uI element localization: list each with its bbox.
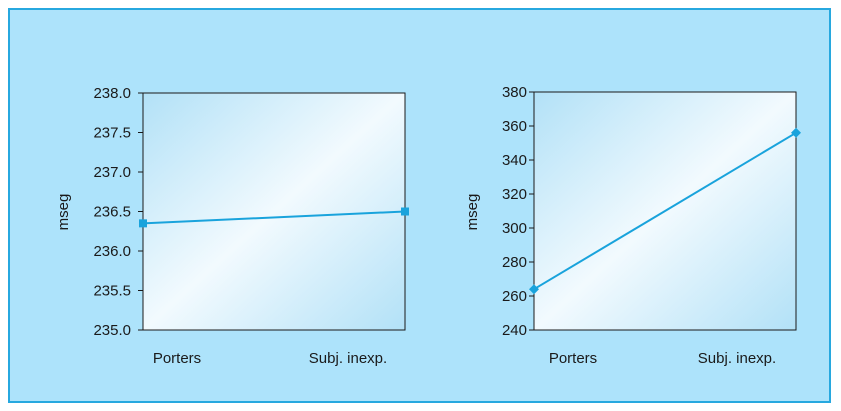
chart-1-plot-area [142, 92, 406, 331]
chart-1-y-tick-label: 237.5 [93, 125, 131, 142]
chart-2-y-tick-label: 360 [502, 118, 527, 135]
chart-2-y-tick-label: 300 [502, 220, 527, 237]
chart-1-x-tick-label-porters: Porters [153, 350, 201, 367]
chart-1-y-axis-label: mseg [55, 194, 72, 231]
chart-2-series-line [533, 131, 797, 291]
chart-2-y-tick-label: 240 [502, 322, 527, 339]
chart-2-y-tick-label: 320 [502, 186, 527, 203]
chart-2-y-tick-label: 340 [502, 152, 527, 169]
chart-1-y-tick-label: 237.0 [93, 164, 131, 181]
chart-1-y-tick-label: 238.0 [93, 85, 131, 102]
chart-2-y-tick-label: 260 [502, 288, 527, 305]
chart-2-y-axis-label: mseg [464, 194, 481, 231]
chart-2-x-tick-label-porters: Porters [549, 350, 597, 367]
chart-1-data-point [139, 219, 147, 228]
chart-1-y-tick-label: 235.5 [93, 283, 131, 300]
chart-2-data-point [791, 127, 801, 138]
chart-1-series-line [142, 210, 406, 225]
chart-2-y-tick-label: 380 [502, 84, 527, 101]
chart-1-x-tick-label-subj-inexp: Subj. inexp. [309, 350, 387, 367]
chart-1-data-point [401, 207, 409, 216]
chart-1-y-tick-label: 235.0 [93, 322, 131, 339]
chart-2-x-tick-label-subj-inexp: Subj. inexp. [698, 350, 776, 367]
chart-1-y-tick-label: 236.5 [93, 204, 131, 221]
chart-2-y-tick-label: 280 [502, 254, 527, 271]
chart-1: 235.0 235.5 236.0 236.5 237.0 237.5 238.0 mseg… [55, 85, 409, 367]
chart-1-y-tick-label: 236.0 [93, 243, 131, 260]
chart-2: 240 260 280 300 320 340 360 380 mseg Porters Su… [464, 84, 801, 367]
chart-2-data-point [529, 284, 539, 295]
